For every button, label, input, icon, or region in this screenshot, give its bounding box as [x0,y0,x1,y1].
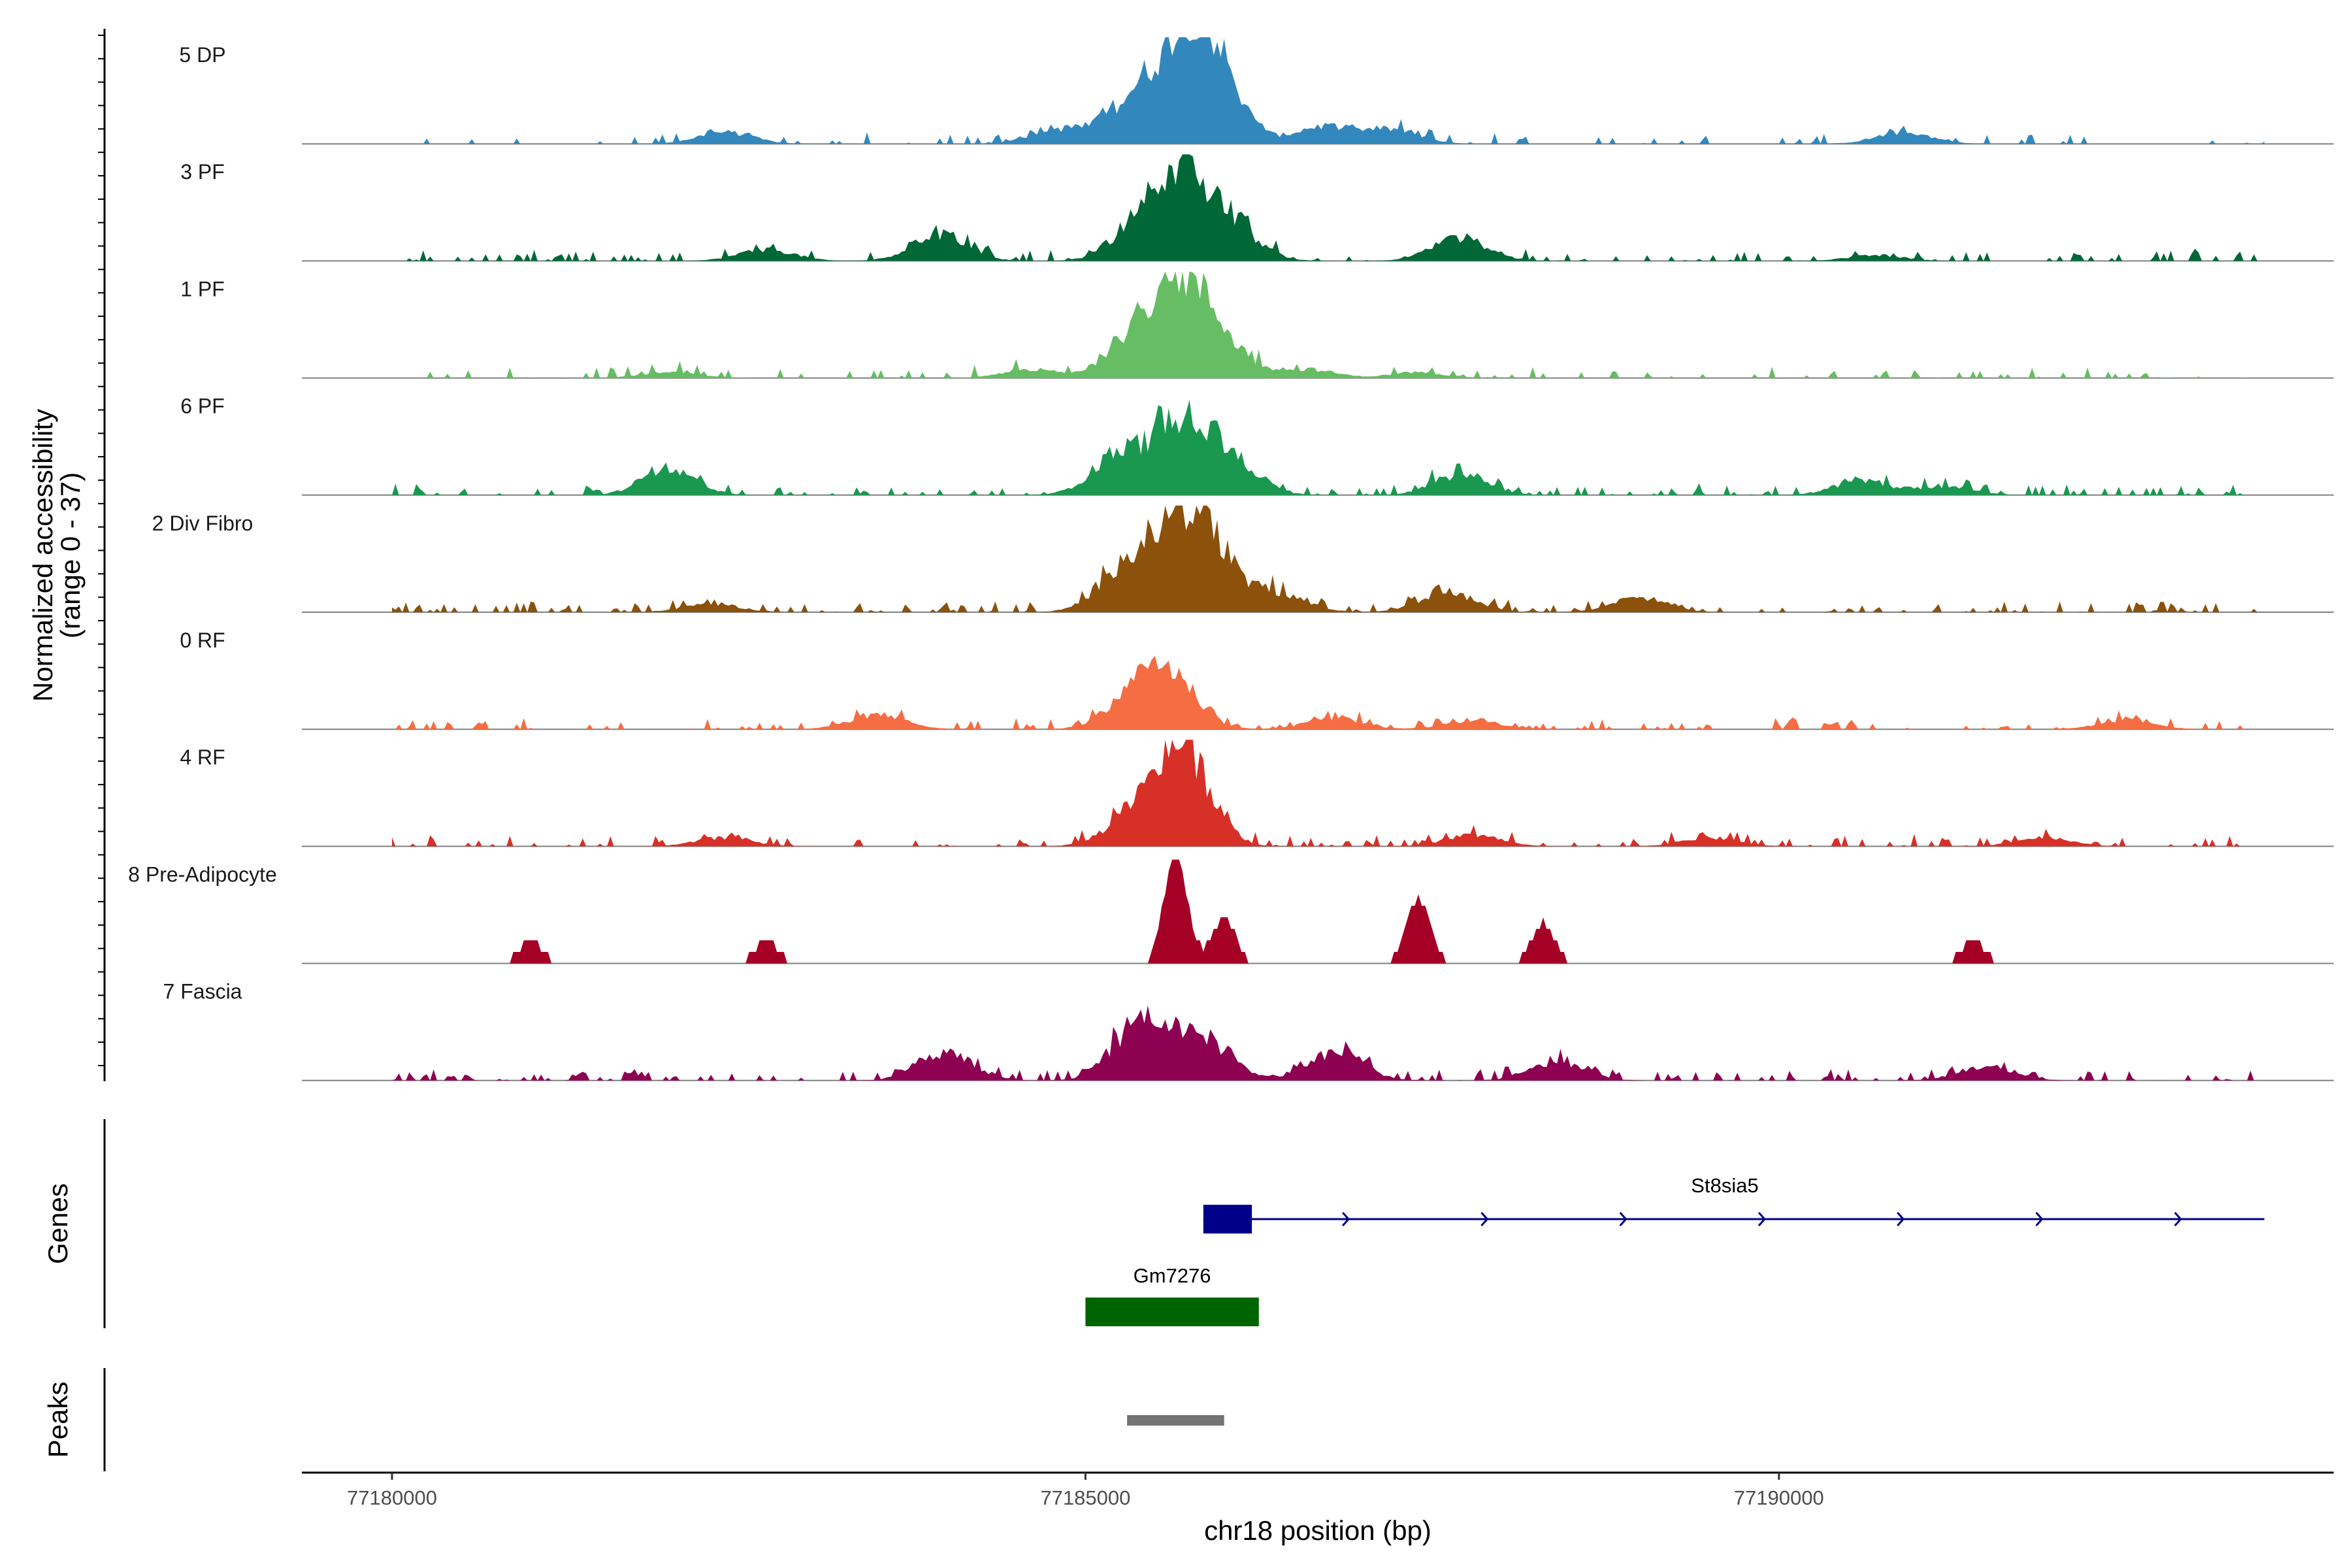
coverage-track: 4 RF [180,740,2334,847]
strand-arrow [1480,1211,1489,1227]
x-axis-title: chr18 position (bp) [1204,1515,1431,1546]
coverage-area [392,271,2264,378]
strand-arrow [1342,1211,1350,1227]
coverage-area [392,505,2264,612]
track-label: 5 DP [179,43,225,67]
peak-regions [1127,1415,1224,1426]
gene-annotations: St8sia5 Gm7276 [1085,1174,2264,1326]
y-axis-title: Normalized accessibility [27,409,58,702]
track-label: 7 Fascia [163,980,242,1004]
track-label: 0 RF [180,629,225,652]
gene-label-gm7276: Gm7276 [1134,1264,1211,1287]
track-label: 1 PF [180,277,225,301]
coverage-track: 3 PF [180,154,2334,262]
track-label: 8 Pre-Adipocyte [128,862,277,886]
coverage-area [392,399,2264,495]
coverage-track: 8 Pre-Adipocyte [128,859,2334,964]
track-label: 3 PF [180,160,225,184]
coverage-track: 7 Fascia [163,980,2334,1081]
peak-region [1127,1415,1224,1426]
coverage-tracks: 5 DP 3 PF 1 PF 6 PF 2 Div Fibro 0 RF 4 RF 8 Pre… [128,37,2334,1081]
gene-body-gm7276 [1085,1298,1259,1326]
strand-arrow [1757,1211,1767,1227]
coverage-area [392,154,2264,261]
y-axis-ticks [98,35,105,1066]
genes-panel-title: Genes [42,1183,73,1264]
coverage-track: 1 PF [180,271,2334,379]
peaks-panel-title: Peaks [42,1382,73,1458]
x-tick-label: 77180000 [347,1486,437,1509]
coverage-area [392,1005,2264,1081]
gene-label-st8sia5: St8sia5 [1691,1174,1758,1197]
coverage-track: 5 DP [179,37,2334,145]
coverage-track: 0 RF [180,629,2334,730]
coverage-area [392,655,2264,730]
strand-arrow [1897,1211,1905,1227]
track-label: 4 RF [180,745,225,769]
coverage-track: 2 Div Fibro [152,505,2334,613]
track-label: 6 PF [180,395,225,418]
strand-arrow [1619,1211,1627,1227]
y-axis-title-range: (range 0 - 37) [55,472,86,638]
strand-arrow [1203,1211,1211,1227]
coverage-area [392,740,2264,847]
coverage-area [392,37,2264,144]
strand-arrow [2174,1211,2182,1227]
track-label: 2 Div Fibro [152,512,253,535]
coverage-track: 6 PF [180,395,2334,496]
x-tick-label: 77185000 [1040,1486,1130,1509]
coverage-area [392,859,2264,964]
x-tick-label: 77190000 [1734,1486,1824,1509]
strand-arrow [2035,1211,2044,1227]
gene-exon-st8sia5 [1203,1205,1252,1233]
x-axis-ticks: 77180000 77185000 77190000 [347,1473,1824,1509]
